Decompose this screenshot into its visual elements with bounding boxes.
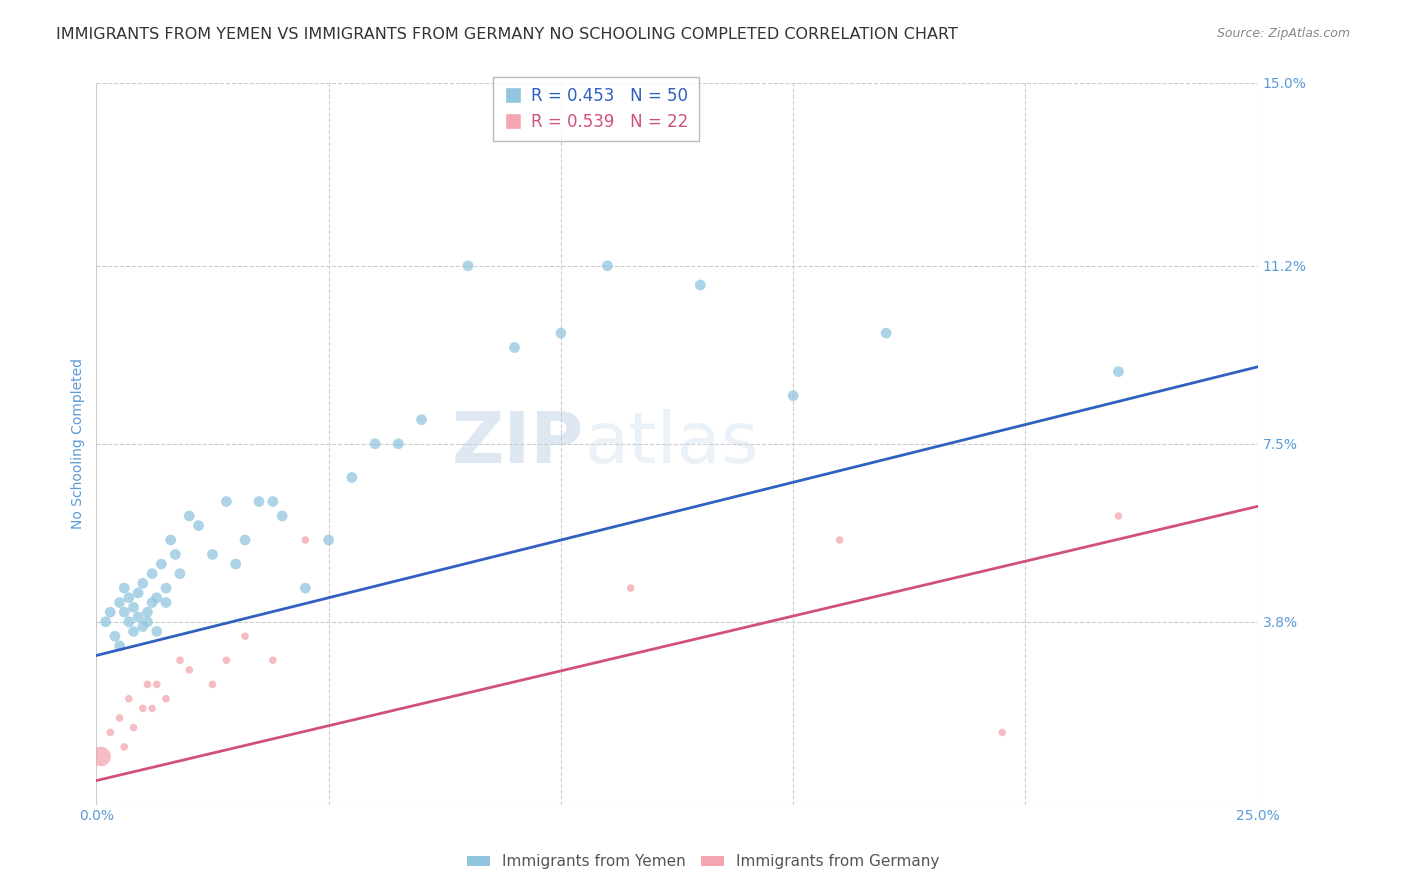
Point <box>225 557 247 571</box>
Point <box>136 605 159 619</box>
Point <box>155 596 177 610</box>
Point <box>118 615 141 629</box>
Point <box>271 508 294 523</box>
Point <box>155 581 177 595</box>
Point <box>782 389 804 403</box>
Point <box>155 691 177 706</box>
Point <box>141 566 163 581</box>
Point <box>294 533 316 547</box>
Point <box>141 701 163 715</box>
Text: ZIP: ZIP <box>451 409 583 478</box>
Point <box>90 749 112 764</box>
Point <box>233 533 256 547</box>
Point <box>689 278 711 293</box>
Point <box>127 610 149 624</box>
Point <box>201 548 224 562</box>
Point <box>828 533 851 547</box>
Point <box>104 629 127 643</box>
Point <box>132 619 155 633</box>
Point <box>122 624 145 639</box>
Point <box>247 494 270 508</box>
Point <box>233 629 256 643</box>
Point <box>169 566 191 581</box>
Point <box>122 600 145 615</box>
Point <box>159 533 181 547</box>
Point <box>364 437 387 451</box>
Point <box>98 605 121 619</box>
Point <box>201 677 224 691</box>
Point <box>112 605 135 619</box>
Point <box>118 691 141 706</box>
Point <box>132 701 155 715</box>
Point <box>457 259 479 273</box>
Point <box>596 259 619 273</box>
Point <box>132 576 155 591</box>
Y-axis label: No Schooling Completed: No Schooling Completed <box>72 359 86 529</box>
Text: Source: ZipAtlas.com: Source: ZipAtlas.com <box>1216 27 1350 40</box>
Point <box>387 437 409 451</box>
Point <box>136 615 159 629</box>
Point <box>141 596 163 610</box>
Point <box>1107 365 1129 379</box>
Point <box>145 591 167 605</box>
Point <box>108 596 131 610</box>
Point <box>145 624 167 639</box>
Point <box>150 557 173 571</box>
Point <box>169 653 191 667</box>
Point <box>991 725 1014 739</box>
Point <box>112 581 135 595</box>
Point <box>294 581 316 595</box>
Point <box>136 677 159 691</box>
Point <box>127 586 149 600</box>
Point <box>112 739 135 754</box>
Point <box>108 711 131 725</box>
Text: IMMIGRANTS FROM YEMEN VS IMMIGRANTS FROM GERMANY NO SCHOOLING COMPLETED CORRELAT: IMMIGRANTS FROM YEMEN VS IMMIGRANTS FROM… <box>56 27 957 42</box>
Point <box>179 663 201 677</box>
Point <box>875 326 897 340</box>
Point <box>187 518 209 533</box>
Point <box>1107 508 1129 523</box>
Point <box>215 653 238 667</box>
Point <box>179 508 201 523</box>
Point <box>318 533 340 547</box>
Point <box>94 615 117 629</box>
Point <box>503 341 526 355</box>
Point <box>411 413 433 427</box>
Point <box>145 677 167 691</box>
Point <box>215 494 238 508</box>
Point <box>340 470 363 484</box>
Point <box>98 725 121 739</box>
Legend: Immigrants from Yemen, Immigrants from Germany: Immigrants from Yemen, Immigrants from G… <box>461 848 945 875</box>
Point <box>262 494 284 508</box>
Point <box>550 326 572 340</box>
Point <box>262 653 284 667</box>
Point <box>165 548 187 562</box>
Point <box>118 591 141 605</box>
Point <box>122 721 145 735</box>
Legend: R = 0.453   N = 50, R = 0.539   N = 22: R = 0.453 N = 50, R = 0.539 N = 22 <box>494 77 699 141</box>
Point <box>108 639 131 653</box>
Point <box>620 581 643 595</box>
Text: atlas: atlas <box>583 409 758 478</box>
